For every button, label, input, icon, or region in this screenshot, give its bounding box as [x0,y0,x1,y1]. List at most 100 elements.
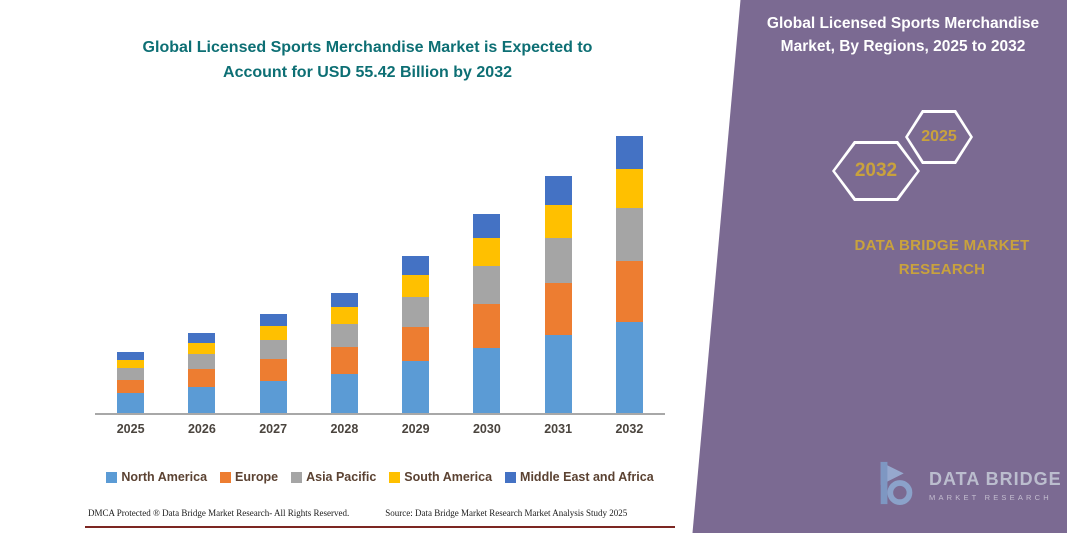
hexagon-2032: 2032 [832,141,920,201]
x-axis-labels: 2025 2026 2027 2028 2029 2030 2031 2032 [95,422,665,436]
segment-south-america-2031 [544,205,572,238]
legend-item-south-america: South America [389,470,492,484]
segment-middle-east-and-africa-2030 [473,214,501,238]
segment-south-america-2032 [615,169,643,208]
segment-asia-pacific-2027 [259,339,287,359]
panel-heading-line2: Market, By Regions, 2025 to 2032 [780,38,1026,56]
segment-north-america-2029 [402,361,430,413]
segment-middle-east-and-africa-2029 [402,256,430,275]
segment-europe-2032 [615,260,643,322]
stacked-bar-2029 [402,256,430,413]
stacked-bar-2030 [473,214,501,413]
stacked-bar-2031 [544,176,572,413]
segment-middle-east-and-africa-2031 [544,176,572,205]
legend-label-middle-east-and-africa: Middle East and Africa [520,470,654,484]
segment-europe-2029 [402,326,430,361]
segment-asia-pacific-2026 [188,354,216,369]
x-tick-2027: 2027 [259,422,288,436]
legend: North America Europe Asia Pacific South Ame… [80,470,680,484]
segment-middle-east-and-africa-2025 [117,352,145,360]
stacked-bar-2026 [188,333,216,413]
dmca-notice: DMCA Protected ® Data Bridge Market Rese… [88,508,350,518]
segment-north-america-2026 [188,386,216,413]
legend-item-asia-pacific: Asia Pacific [291,470,376,484]
legend-item-europe: Europe [220,470,278,484]
data-bridge-logo: DATA BRIDGE MARKET RESEARCH [874,460,1062,511]
segment-europe-2027 [259,358,287,381]
legend-label-south-america: South America [404,470,493,484]
legend-item-north-america: North America [106,470,207,484]
bar-2029 [380,113,451,413]
segment-asia-pacific-2030 [473,265,501,304]
hexagon-2025-label: 2025 [908,113,970,161]
chart-title-line2: Account for USD 55.42 Billion by 2032 [223,63,512,81]
segment-europe-2026 [188,369,216,387]
plot-area [95,113,665,415]
brand-text: DATA BRIDGE MARKET RESEARCH [812,234,1067,282]
segment-europe-2031 [544,283,572,335]
legend-label-europe: Europe [235,470,279,484]
legend-label-north-america: North America [121,470,208,484]
segment-south-america-2028 [330,307,358,324]
x-tick-2026: 2026 [187,422,216,436]
legend-swatch-europe [220,471,232,483]
segment-middle-east-and-africa-2028 [330,293,358,307]
bar-2026 [166,113,237,413]
x-tick-2028: 2028 [330,422,359,436]
brand-line2: RESEARCH [898,261,986,278]
logo-subtitle: MARKET RESEARCH [929,493,1052,502]
segment-asia-pacific-2029 [402,296,430,327]
x-tick-2025: 2025 [116,422,145,436]
segment-asia-pacific-2025 [117,368,145,380]
stacked-bar-2028 [330,293,358,413]
x-tick-2031: 2031 [544,422,573,436]
segment-north-america-2025 [117,393,145,413]
bar-2032 [594,113,665,413]
segment-europe-2025 [117,379,145,393]
brand-line1: DATA BRIDGE MARKET [854,237,1030,254]
segment-south-america-2027 [259,325,287,340]
bar-2031 [523,113,594,413]
bar-2030 [451,113,522,413]
bar-2027 [238,113,309,413]
chart-title: Global Licensed Sports Merchandise Marke… [90,36,645,86]
x-tick-2030: 2030 [472,422,501,436]
legend-label-asia-pacific: Asia Pacific [306,470,377,484]
panel-heading: Global Licensed Sports Merchandise Marke… [750,12,1056,59]
segment-north-america-2028 [330,373,358,413]
segment-europe-2030 [473,303,501,348]
segment-south-america-2029 [402,274,430,297]
footer-divider [85,526,675,528]
segment-middle-east-and-africa-2027 [259,314,287,326]
x-tick-2029: 2029 [401,422,430,436]
segment-middle-east-and-africa-2032 [615,135,643,169]
segment-north-america-2030 [473,347,501,413]
bar-2028 [309,113,380,413]
logo-name: DATA BRIDGE [929,469,1062,489]
legend-swatch-north-america [106,471,118,483]
segment-north-america-2027 [259,380,287,413]
hexagon-2032-label: 2032 [835,144,917,198]
data-bridge-logo-icon [874,460,920,511]
legend-swatch-asia-pacific [291,471,303,483]
stacked-bar-2032 [615,135,643,413]
segment-south-america-2030 [473,237,501,266]
bar-2025 [95,113,166,413]
segment-europe-2028 [330,347,358,374]
stacked-bar-2025 [117,352,145,413]
segment-asia-pacific-2032 [615,208,643,261]
segment-asia-pacific-2031 [544,238,572,283]
panel-heading-line1: Global Licensed Sports Merchandise [766,15,1040,32]
legend-swatch-middle-east-and-africa [505,471,517,483]
segment-asia-pacific-2028 [330,324,358,347]
logo-text: DATA BRIDGE MARKET RESEARCH [929,469,1062,502]
legend-swatch-south-america [389,471,401,483]
segment-north-america-2031 [544,335,572,413]
source-note: Source: Data Bridge Market Research Mark… [385,508,628,518]
x-tick-2032: 2032 [615,422,644,436]
legend-item-middle-east-and-africa: Middle East and Africa [505,470,654,484]
segment-south-america-2026 [188,343,216,354]
segment-south-america-2025 [117,359,145,368]
